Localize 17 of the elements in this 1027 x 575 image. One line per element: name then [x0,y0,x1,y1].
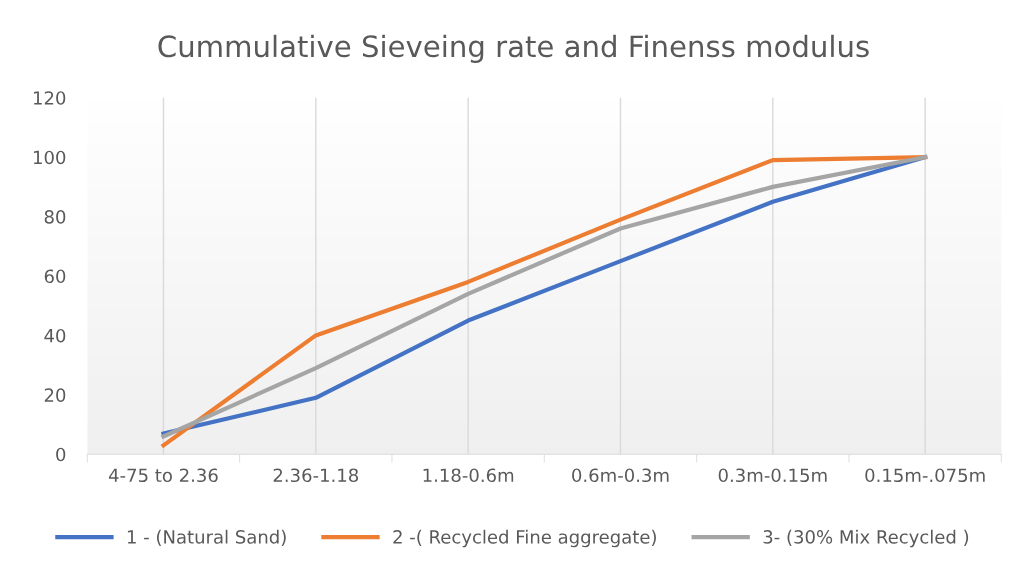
x-tick-label: 0.15m-.075m [865,468,985,483]
y-tick-label: 0 [56,447,66,462]
y-tick-label: 20 [44,388,66,402]
legend-label: 2 -( Recycled Fine aggregate) [393,529,656,548]
legend-label: 3- (30% Mix Recycled ) [763,529,969,548]
x-tick-label: 4-75 to 2.36 [108,468,218,483]
x-tick-label: 0.6m-0.3m [572,468,669,483]
y-tick-label: 100 [33,150,66,165]
x-tick-label: 1.18-0.6m [423,468,514,483]
chart-title: Cummulative Sieveing rate and Finenss modulus [158,34,869,63]
y-tick-label: 40 [44,328,66,343]
y-tick-label: 120 [33,91,66,105]
y-tick-label: 60 [44,269,66,284]
x-tick-label: 2.36-1.18 [273,468,359,483]
y-tick-label: 80 [44,210,66,224]
x-tick-label: 0.3m-0.15m [718,468,827,483]
legend-label: 1 - (Natural Sand) [127,529,286,546]
